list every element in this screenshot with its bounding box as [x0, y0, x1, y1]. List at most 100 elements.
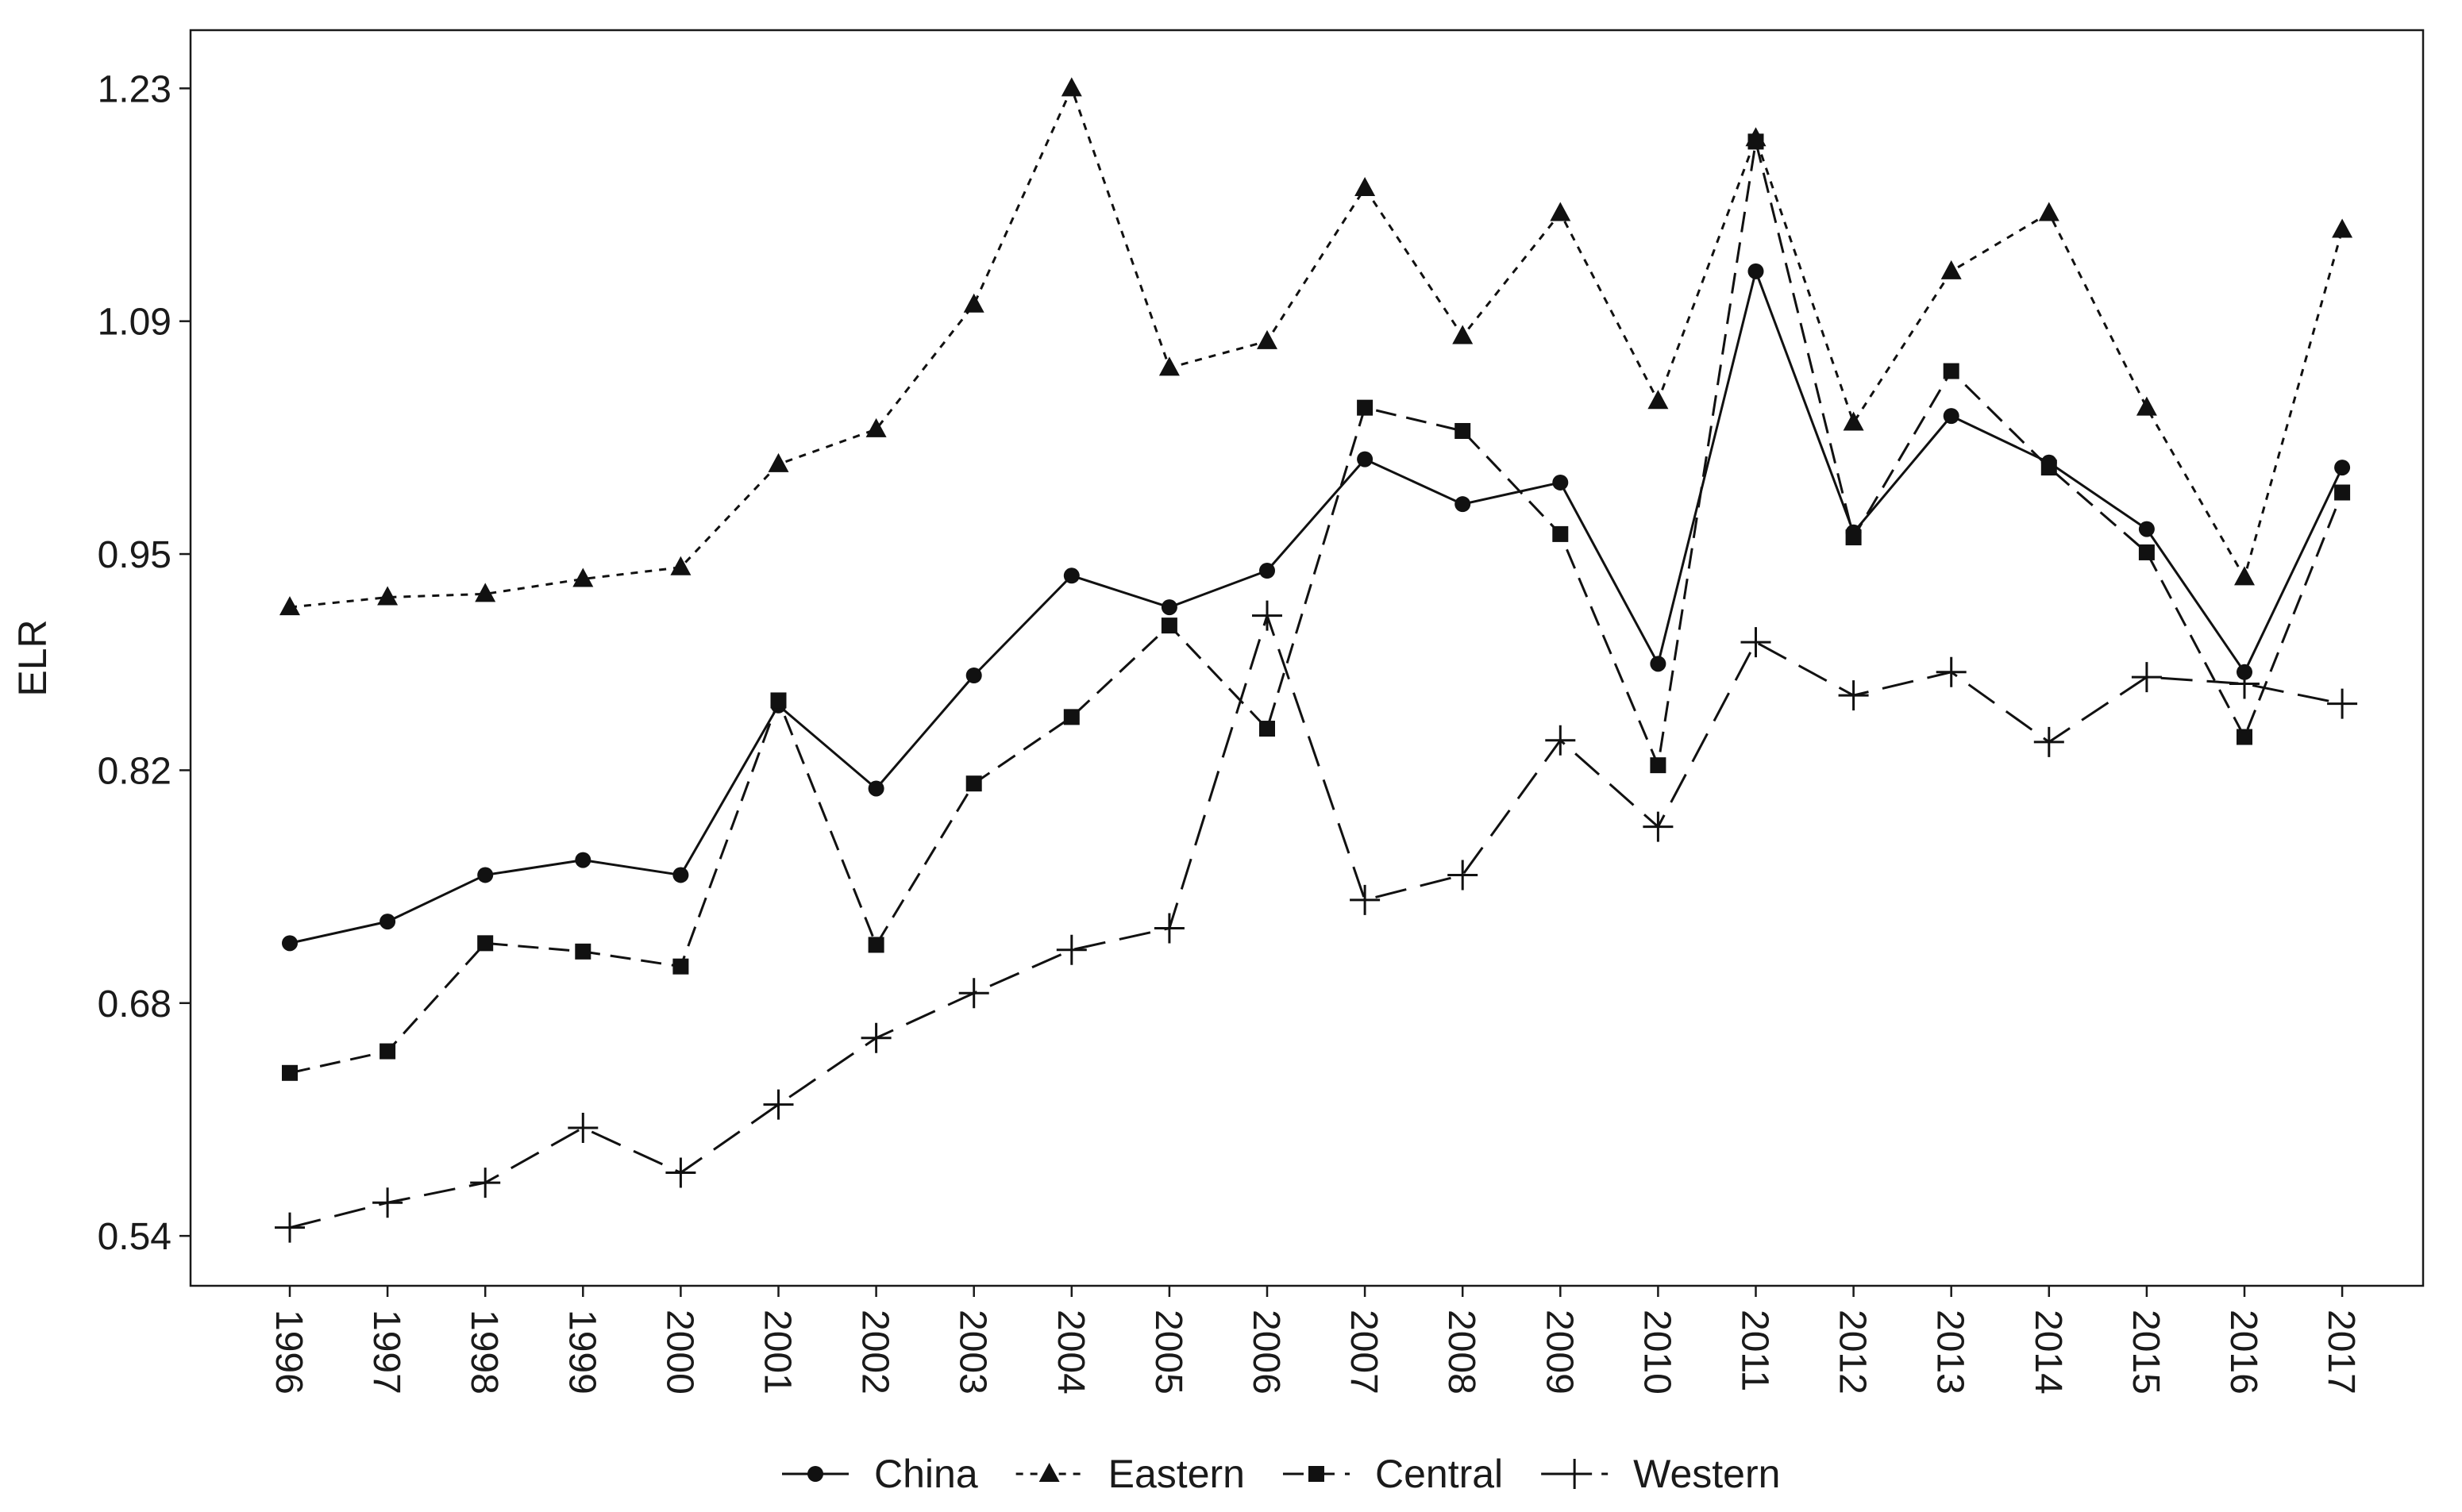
point-central [2334, 484, 2351, 501]
point-western [1936, 656, 1967, 687]
point-china [672, 867, 689, 883]
x-tick-label: 2015 [2125, 1310, 2167, 1395]
point-western [568, 1112, 599, 1143]
point-central [1943, 363, 1959, 379]
point-china [1943, 408, 1959, 425]
x-tick-label: 2010 [1636, 1310, 1678, 1395]
x-tick-label: 2002 [854, 1310, 896, 1395]
point-eastern [2234, 566, 2255, 586]
series-line-eastern [289, 87, 2344, 609]
legend-marker-central [1308, 1466, 1324, 1482]
point-western [1056, 934, 1087, 965]
point-central [2040, 460, 2057, 476]
x-tick-label: 2005 [1147, 1310, 1189, 1395]
point-china [1650, 656, 1666, 672]
point-western [372, 1187, 403, 1218]
x-tick-label: 2011 [1734, 1310, 1776, 1391]
point-eastern [2038, 202, 2059, 221]
series-eastern [279, 77, 2353, 616]
y-axis-label: ELR [10, 619, 55, 696]
legend-label-central: Central [1375, 1452, 1503, 1496]
y-tick-label: 0.82 [98, 750, 171, 792]
x-tick-label: 2007 [1343, 1310, 1385, 1395]
legend-item-central: Central [1282, 1452, 1503, 1496]
point-western [2229, 668, 2260, 699]
point-western [470, 1168, 501, 1198]
legend-label-eastern: Eastern [1108, 1452, 1245, 1496]
point-eastern [1257, 329, 1277, 349]
point-eastern [1158, 356, 1180, 376]
x-tick-label: 1998 [463, 1310, 505, 1395]
legend-marker-western [1559, 1459, 1590, 1489]
point-eastern [1843, 411, 1864, 431]
series-central [282, 133, 2351, 1081]
point-eastern [1452, 325, 1474, 344]
x-tick-label: 2012 [1832, 1310, 1874, 1395]
x-tick-label: 1996 [268, 1310, 310, 1395]
point-eastern [1061, 77, 1082, 97]
y-axis: 0.54 0.68 0.82 0.95 1.09 1.23 [98, 68, 191, 1258]
point-central [1747, 133, 1764, 150]
point-western [2131, 662, 2162, 693]
point-central [2237, 729, 2252, 745]
plot-panel [189, 29, 2425, 1287]
point-central [380, 1043, 396, 1060]
point-western [1447, 860, 1478, 891]
point-western [1545, 725, 1576, 756]
x-tick-label: 1999 [561, 1310, 603, 1395]
x-tick-label: 2013 [1929, 1310, 1971, 1395]
point-western [1740, 627, 1771, 658]
point-china [2334, 460, 2351, 476]
point-central [1454, 422, 1471, 439]
point-eastern [2136, 396, 2157, 416]
series-line-central [289, 140, 2344, 1075]
legend-marker-china [807, 1466, 823, 1482]
point-china [1357, 451, 1374, 467]
series-line-western [289, 614, 2343, 1229]
series-line-china [289, 270, 2344, 945]
legend-item-western: Western [1541, 1452, 1780, 1496]
point-china [575, 852, 591, 868]
point-eastern [572, 567, 594, 587]
series-layer [275, 77, 2358, 1243]
series-western [275, 600, 2358, 1243]
point-western [1838, 680, 1869, 711]
y-tick-label: 0.54 [98, 1216, 171, 1258]
x-tick-label: 2006 [1245, 1310, 1287, 1395]
point-central [1650, 757, 1666, 774]
point-china [1454, 496, 1471, 513]
point-central [1161, 617, 1177, 634]
point-eastern [670, 556, 692, 575]
point-western [275, 1212, 305, 1243]
point-central [1357, 399, 1374, 416]
x-tick-label: 2003 [952, 1310, 994, 1395]
point-eastern [2332, 218, 2353, 238]
legend-marker-eastern [1038, 1463, 1060, 1482]
point-china [1259, 562, 1275, 579]
point-eastern [279, 596, 300, 616]
legend-label-western: Western [1633, 1452, 1780, 1496]
legend: China Eastern Central Western [782, 1452, 1780, 1496]
x-axis: 1996 1997 1998 1999 2000 2001 2002 2003 2004 2005… [268, 1286, 2362, 1395]
point-eastern [768, 452, 789, 472]
point-western [2327, 688, 2358, 719]
y-tick-label: 0.95 [98, 534, 171, 576]
point-eastern [865, 417, 887, 437]
point-western [958, 978, 989, 1009]
point-central [965, 775, 982, 792]
point-china [868, 780, 884, 797]
point-central [1259, 721, 1275, 737]
point-western [1154, 913, 1185, 944]
point-central [477, 935, 494, 952]
x-tick-label: 1997 [365, 1310, 407, 1395]
point-china [2138, 521, 2155, 537]
point-eastern [1354, 177, 1376, 197]
point-china [380, 914, 396, 930]
point-eastern [1647, 390, 1669, 410]
point-eastern [475, 583, 496, 602]
x-tick-label: 2014 [2027, 1310, 2069, 1395]
y-tick-label: 0.68 [98, 983, 171, 1025]
point-western [1350, 884, 1381, 915]
point-western [665, 1157, 696, 1188]
